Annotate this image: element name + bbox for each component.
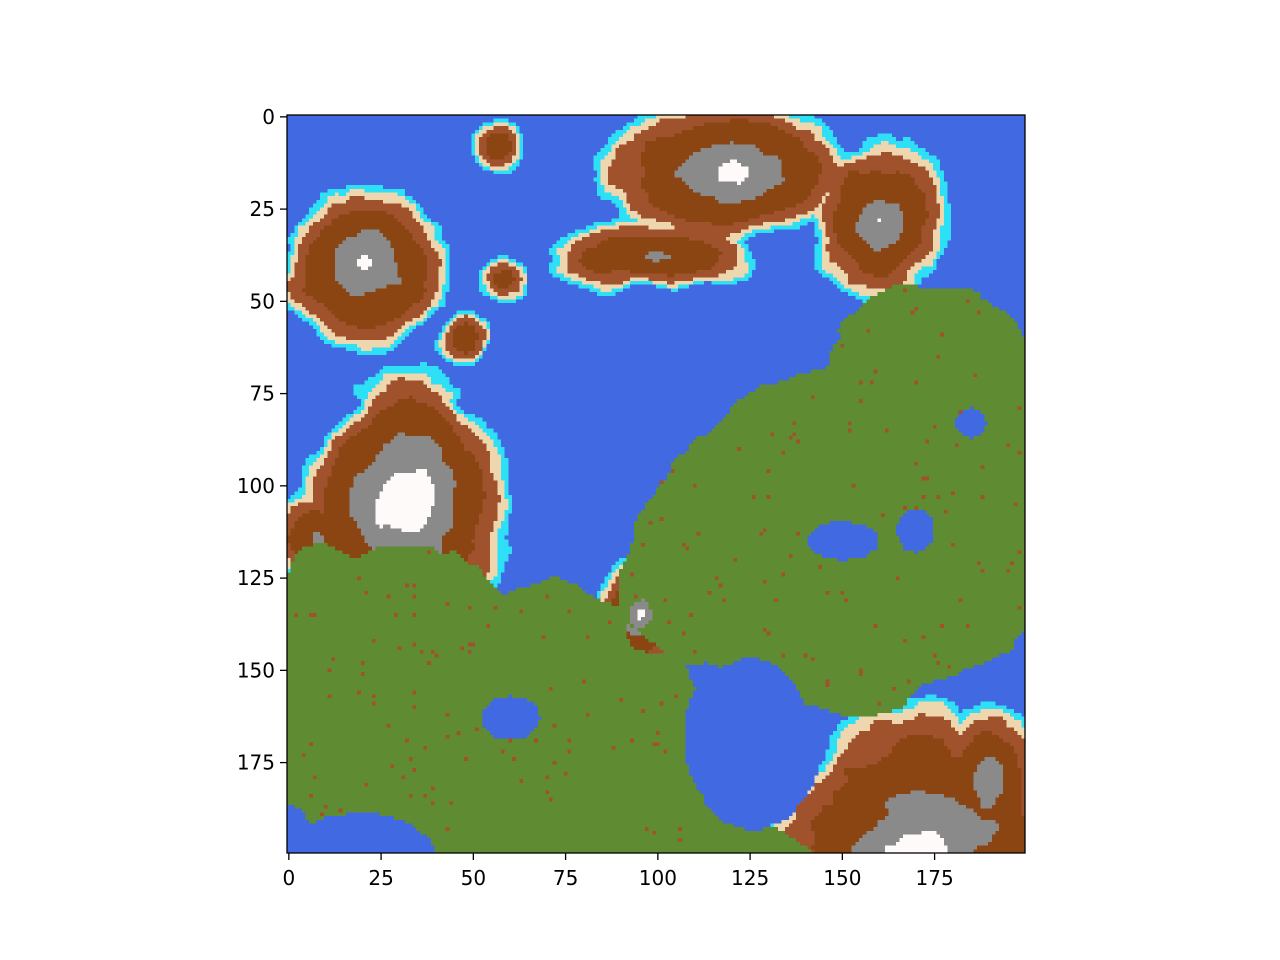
plot-area <box>287 115 1025 853</box>
x-tick-label: 150 <box>823 866 861 890</box>
y-tick-label: 175 <box>237 751 275 775</box>
y-tick-label: 75 <box>250 382 275 406</box>
y-tick-label: 50 <box>250 289 275 313</box>
x-tick-label: 0 <box>282 866 295 890</box>
y-tick-label: 100 <box>237 474 275 498</box>
y-tick-label: 150 <box>237 658 275 682</box>
x-tick-label: 25 <box>368 866 393 890</box>
x-axis: 0 25 50 75 100 125 150 175 <box>282 853 954 890</box>
axes-frame <box>286 114 1026 854</box>
y-tick-label: 25 <box>250 197 275 221</box>
x-tick-label: 75 <box>553 866 578 890</box>
x-tick-label: 100 <box>639 866 677 890</box>
y-tick-label: 0 <box>262 105 275 129</box>
y-tick-label: 125 <box>237 566 275 590</box>
y-axis: 0 25 50 75 100 125 150 175 <box>237 105 287 775</box>
x-tick-label: 50 <box>461 866 486 890</box>
x-tick-label: 125 <box>731 866 769 890</box>
x-tick-label: 175 <box>916 866 954 890</box>
terrain-heatmap <box>287 115 1025 853</box>
